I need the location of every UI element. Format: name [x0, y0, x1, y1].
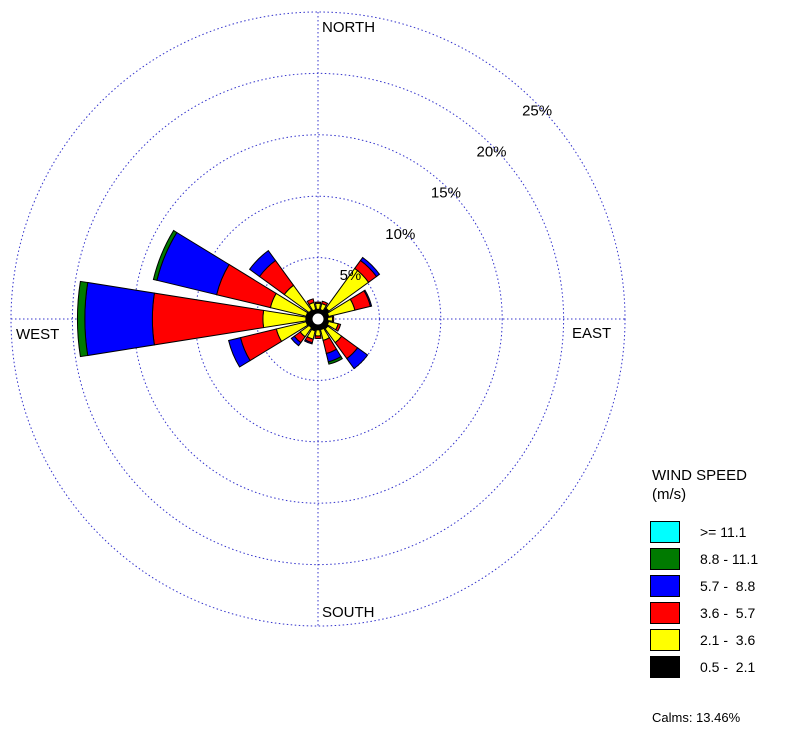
petal-202_5deg-bin-3 [303, 339, 313, 345]
legend-items: >= 11.1 8.8 - 11.1 5.7 - 8.8 3.6 - 5.7 2.1 -… [650, 518, 785, 680]
petal-112_5deg-bin-2 [335, 323, 342, 332]
legend-label: 3.6 - 5.7 [700, 604, 756, 621]
petal-247_5deg-bin-3 [227, 336, 251, 368]
legend-swatch [650, 628, 680, 651]
ring-labels: 5% 10% 15% 20% 25% [340, 103, 553, 284]
legend-label: 5.7 - 8.8 [700, 577, 756, 594]
legend-label: 0.5 - 2.1 [700, 658, 756, 675]
rose-grid [10, 11, 626, 627]
petal-135deg-bin-3 [346, 347, 369, 370]
legend: WIND SPEED (m/s) >= 11.1 8.8 - 11.1 5.7 - … [650, 466, 785, 680]
petal-22_5deg-bin-2 [321, 300, 329, 307]
center-calm-circle [311, 312, 325, 326]
legend-swatch [650, 655, 680, 678]
legend-item: 0.5 - 2.1 [650, 653, 785, 680]
legend-swatch [650, 601, 680, 624]
legend-item: >= 11.1 [650, 518, 785, 545]
calms-label: Calms: 13.46% [652, 710, 741, 725]
grid-ring-2 [194, 195, 442, 443]
legend-item: 8.8 - 11.1 [650, 545, 785, 572]
legend-label: >= 11.1 [700, 523, 747, 540]
ring-label-5: 5% [340, 267, 362, 284]
petal-0deg-bin-1 [314, 302, 322, 310]
petal-292_5deg-bin-4 [152, 229, 178, 281]
west-label: WEST [16, 326, 59, 343]
legend-item: 2.1 - 3.6 [650, 626, 785, 653]
petal-0deg-bin-2 [314, 301, 322, 304]
legend-swatch [650, 520, 680, 543]
north-label: NORTH [322, 19, 375, 36]
petal-157_5deg-bin-4 [327, 355, 343, 365]
petal-315deg-bin-3 [248, 249, 277, 278]
petal-270deg-bin-4 [76, 280, 89, 358]
petal-67_5deg-bin-3 [363, 289, 373, 308]
legend-title-line-2: (m/s) [652, 486, 687, 503]
petal-270deg-bin-3 [84, 281, 155, 357]
east-label: EAST [572, 325, 611, 342]
ring-label-15: 15% [431, 185, 461, 202]
petal-180deg-bin-1 [314, 329, 322, 337]
legend-title-line-1: WIND SPEED [652, 467, 748, 484]
petal-225deg-bin-3 [290, 335, 302, 347]
legend-item: 3.6 - 5.7 [650, 599, 785, 626]
grid-ring-3 [133, 134, 503, 504]
legend-item: 5.7 - 8.8 [650, 572, 785, 599]
petal-337_5deg-bin-2 [306, 298, 315, 306]
legend-label: 8.8 - 11.1 [700, 550, 759, 567]
legend-swatch [650, 574, 680, 597]
legend-label: 2.1 - 3.6 [700, 631, 756, 648]
ring-label-10: 10% [385, 226, 415, 243]
petal-45deg-bin-3 [359, 256, 381, 278]
south-label: SOUTH [322, 604, 375, 621]
legend-swatch [650, 547, 680, 570]
petal-90deg-bin-2 [331, 315, 335, 323]
petal-90deg-bin-1 [327, 316, 334, 322]
petal-180deg-bin-2 [314, 335, 322, 340]
rose-petals [76, 229, 381, 370]
ring-label-25: 25% [522, 103, 552, 120]
ring-label-20: 20% [477, 144, 507, 161]
